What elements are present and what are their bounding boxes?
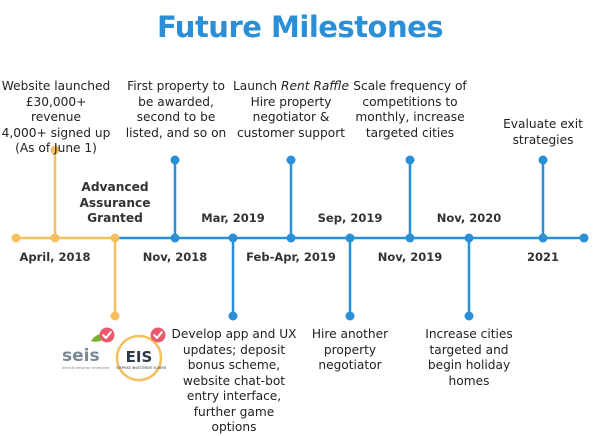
stem-end-m1 bbox=[50, 145, 60, 155]
stem-end-m2 bbox=[110, 311, 120, 321]
milestone-increase-cities: Increase cities targeted and begin holid… bbox=[425, 327, 513, 388]
axis-dot-m5 bbox=[405, 233, 415, 243]
page-title: Future Milestones bbox=[156, 10, 444, 44]
axis-dot-m1 bbox=[50, 233, 60, 243]
seis-logo-text: seis bbox=[62, 346, 100, 366]
axis-dot-start bbox=[11, 233, 21, 243]
axis-dot-m9 bbox=[464, 233, 474, 243]
milestone-exit-strategies: Evaluate exit strategies bbox=[503, 117, 583, 147]
stem-end-m3 bbox=[170, 155, 180, 165]
axis-dot-m2 bbox=[110, 233, 120, 243]
date-mar-2019: Mar, 2019 bbox=[201, 211, 265, 225]
stem-end-m9 bbox=[464, 311, 474, 321]
axis-dot-m3 bbox=[170, 233, 180, 243]
axis-dot-m7 bbox=[228, 233, 238, 243]
eis-logo-graphic: EIS ENTERPRISE INVESTMENT SCHEME bbox=[111, 334, 167, 382]
date-2021: 2021 bbox=[526, 250, 559, 264]
milestone-scale-frequency: Scale frequency of competitions to month… bbox=[353, 79, 467, 140]
date-feb-apr-2019: Feb-Apr, 2019 bbox=[246, 250, 336, 264]
axis-dot-m4 bbox=[286, 233, 296, 243]
seis-logo-subtext: Seed Enterprise Investment Scheme bbox=[62, 366, 110, 370]
milestone-launch-rent-raffle: Launch Rent Raffle Hire property negotia… bbox=[233, 79, 349, 140]
stem-end-m8 bbox=[345, 311, 355, 321]
date-april-2018: April, 2018 bbox=[19, 250, 91, 264]
axis-dot-m6 bbox=[538, 233, 548, 243]
stem-end-m6 bbox=[538, 155, 548, 165]
milestone-develop-app: Develop app and UX updates; deposit bonu… bbox=[171, 327, 297, 434]
eis-check-icon bbox=[150, 327, 166, 343]
milestone-website-launch: Website launched £30,000+ revenue 4,000+… bbox=[1, 79, 111, 155]
date-nov-2018: Nov, 2018 bbox=[142, 250, 208, 264]
stem-end-m7 bbox=[228, 311, 238, 321]
axis-dot-m8 bbox=[345, 233, 355, 243]
milestone-hire-another-negotiator: Hire another property negotiator bbox=[311, 327, 389, 372]
seis-check-icon bbox=[99, 327, 115, 343]
date-nov-2019: Nov, 2019 bbox=[377, 250, 443, 264]
date-sep-2019: Sep, 2019 bbox=[317, 211, 383, 225]
stem-end-m5 bbox=[405, 155, 415, 165]
eis-logo: EIS ENTERPRISE INVESTMENT SCHEME bbox=[111, 333, 167, 383]
eis-logo-subtext: ENTERPRISE INVESTMENT SCHEME bbox=[116, 366, 166, 370]
milestone-advanced-assurance: Advanced Assurance Granted bbox=[79, 180, 151, 225]
axis-dot-end bbox=[579, 233, 589, 243]
stem-end-m4 bbox=[286, 155, 296, 165]
date-nov-2020: Nov, 2020 bbox=[436, 211, 502, 225]
milestone-first-property: First property to be awarded, second to … bbox=[125, 79, 227, 140]
eis-logo-text: EIS bbox=[126, 348, 153, 366]
